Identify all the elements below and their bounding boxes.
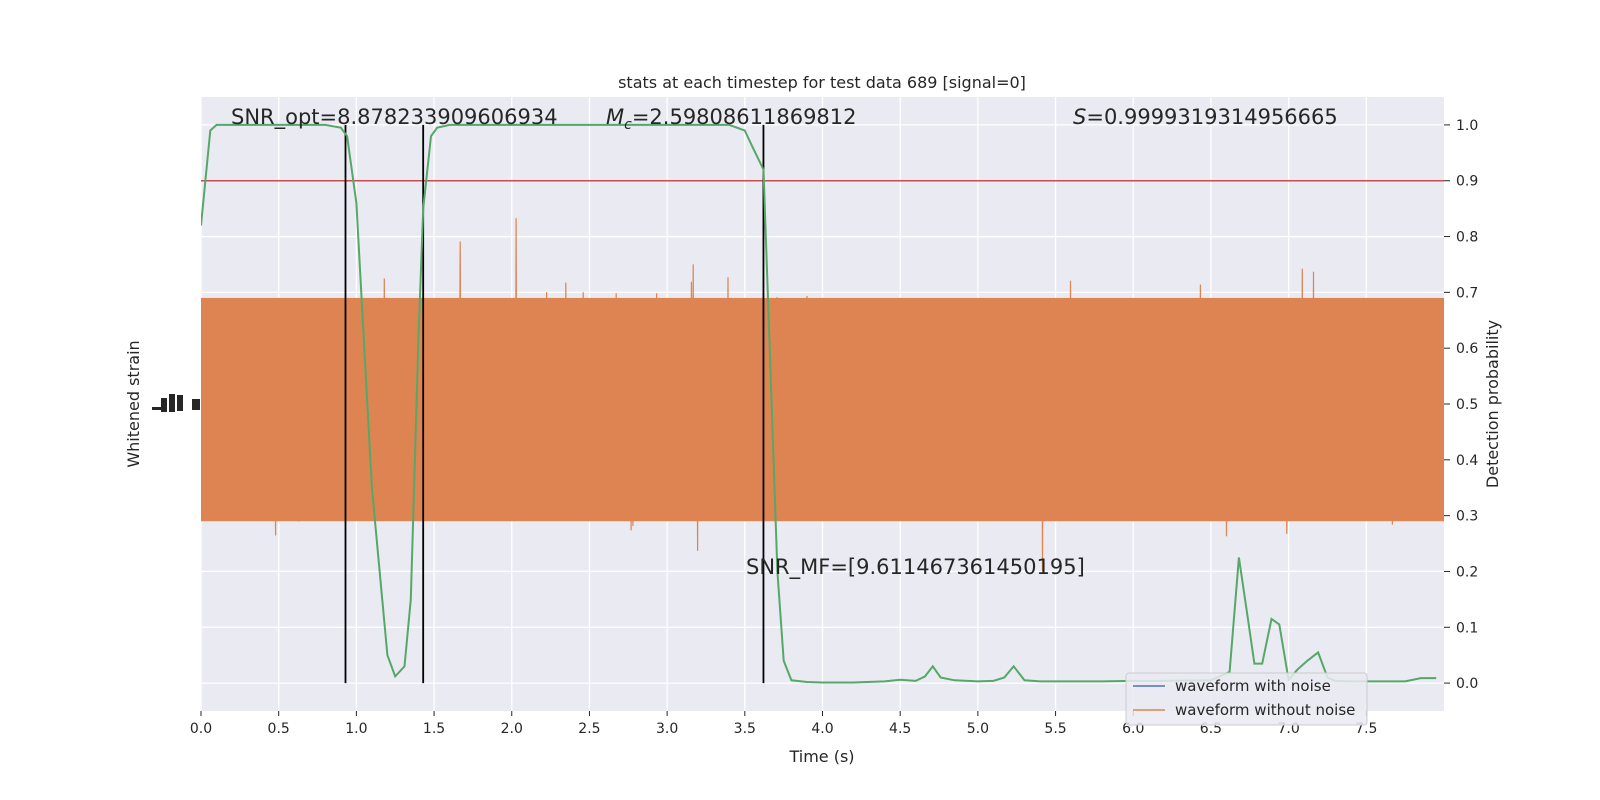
y-tick-label: 0.6 bbox=[1456, 341, 1478, 357]
series-detection-probability bbox=[201, 123, 1437, 684]
legend: waveform with noise waveform without noi… bbox=[1125, 672, 1368, 726]
probability-layer bbox=[201, 123, 1437, 684]
annotation-mc-subscript: c bbox=[624, 117, 632, 133]
y-axis-right-label: Detection probability bbox=[1483, 320, 1502, 488]
annotation-mc-value: =2.59808611869812 bbox=[632, 105, 857, 129]
x-tick-label: 5.5 bbox=[1044, 721, 1066, 737]
x-tick-label: 1.5 bbox=[423, 721, 445, 737]
y-axis-right-ticks: 0.0 0.1 0.2 0.3 0.4 0.5 0.6 0.7 0.8 0.9 1.0 bbox=[1444, 118, 1478, 692]
chart-title: stats at each timestep for test data 689… bbox=[618, 73, 1026, 92]
x-tick-label: 0.5 bbox=[268, 721, 290, 737]
x-axis-ticks: 0.0 0.5 1.0 1.5 2.0 2.5 3.0 3.5 4.0 4.5 5.0 5.5 6.0 6… bbox=[190, 711, 1377, 737]
annotation-mc: Mc=2.59808611869812 bbox=[606, 105, 857, 133]
x-axis-label: Time (s) bbox=[788, 747, 854, 766]
x-tick-label: 1.0 bbox=[345, 721, 367, 737]
x-tick-label: 2.5 bbox=[578, 721, 600, 737]
y-axis-left-label: Whitened strain bbox=[124, 340, 143, 467]
y-tick-label: 0.0 bbox=[1456, 676, 1478, 692]
annotation-snr-opt: SNR_opt=8.878233909606934 bbox=[231, 105, 558, 130]
left-axis-collapsed-ticks bbox=[152, 394, 200, 412]
annotation-s-value: =0.9999319314956665 bbox=[1086, 105, 1337, 129]
y-tick-label: 0.1 bbox=[1456, 620, 1478, 636]
y-tick-label: 0.3 bbox=[1456, 509, 1478, 525]
x-tick-label: 4.0 bbox=[811, 721, 833, 737]
annotation-mc-symbol: M bbox=[606, 105, 624, 129]
x-tick-label: 2.0 bbox=[501, 721, 523, 737]
x-tick-label: 3.5 bbox=[734, 721, 756, 737]
waveform-layer bbox=[201, 218, 1444, 572]
x-tick-label: 3.0 bbox=[656, 721, 678, 737]
legend-box bbox=[1125, 672, 1368, 726]
x-tick-label: 0.0 bbox=[190, 721, 212, 737]
y-tick-label: 0.7 bbox=[1456, 285, 1478, 301]
y-tick-label: 0.5 bbox=[1456, 397, 1478, 413]
waveform-dense-band bbox=[201, 297, 1444, 522]
legend-label-waveform-without-noise: waveform without noise bbox=[1175, 701, 1355, 719]
y-tick-label: 0.4 bbox=[1456, 453, 1478, 469]
x-tick-label: 4.5 bbox=[889, 721, 911, 737]
y-tick-label: 0.8 bbox=[1456, 230, 1478, 246]
annotation-s: S=0.9999319314956665 bbox=[1073, 105, 1338, 129]
y-tick-label: 1.0 bbox=[1456, 118, 1478, 134]
annotation-snr-mf: SNR_MF=[9.611467361450195] bbox=[746, 555, 1085, 580]
y-tick-label: 0.2 bbox=[1456, 564, 1478, 580]
x-tick-label: 5.0 bbox=[967, 721, 989, 737]
legend-label-waveform-with-noise: waveform with noise bbox=[1175, 677, 1331, 695]
annotation-s-symbol: S bbox=[1073, 105, 1086, 129]
y-tick-label: 0.9 bbox=[1456, 174, 1478, 190]
